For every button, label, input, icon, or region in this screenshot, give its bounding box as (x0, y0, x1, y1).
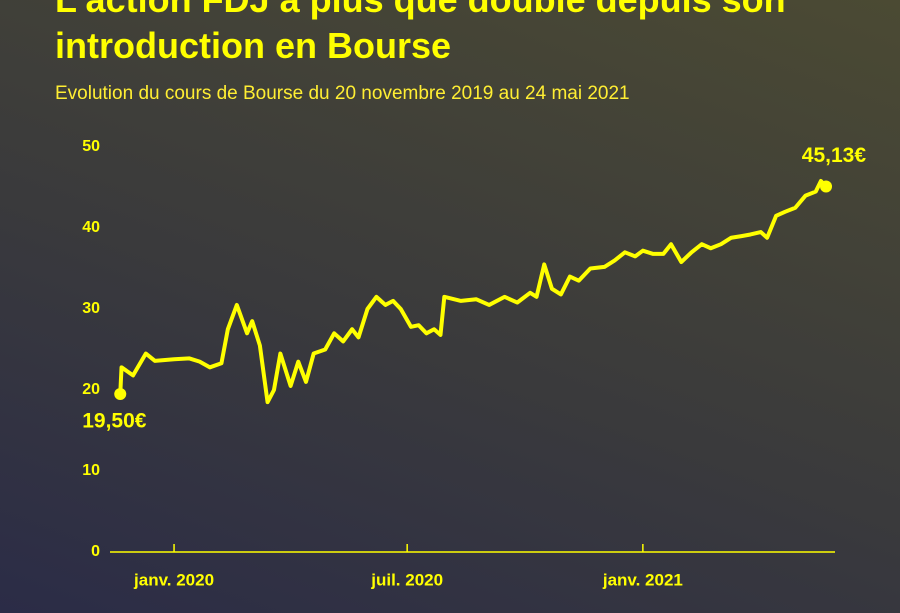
x-tick-label: juil. 2020 (370, 570, 443, 589)
chart-title: L'action FDJ a plus que doublé depuis so… (55, 0, 786, 66)
x-tick-label: janv. 2020 (133, 570, 214, 589)
price-line (118, 179, 828, 405)
chart-subtitle: Evolution du cours de Bourse du 20 novem… (55, 83, 630, 104)
y-tick-label: 50 (82, 138, 100, 155)
y-tick-label: 0 (91, 543, 100, 560)
y-tick-label: 30 (82, 300, 100, 317)
y-tick-label: 40 (82, 219, 100, 236)
annotation-label: 19,50€ (82, 410, 147, 433)
x-tick-label: janv. 2021 (602, 570, 683, 589)
y-tick-label: 10 (82, 462, 100, 479)
annotation-label: 45,13€ (802, 144, 867, 167)
annotation-dot (114, 388, 127, 401)
annotation-dot (820, 180, 833, 193)
y-tick-label: 20 (82, 381, 100, 398)
